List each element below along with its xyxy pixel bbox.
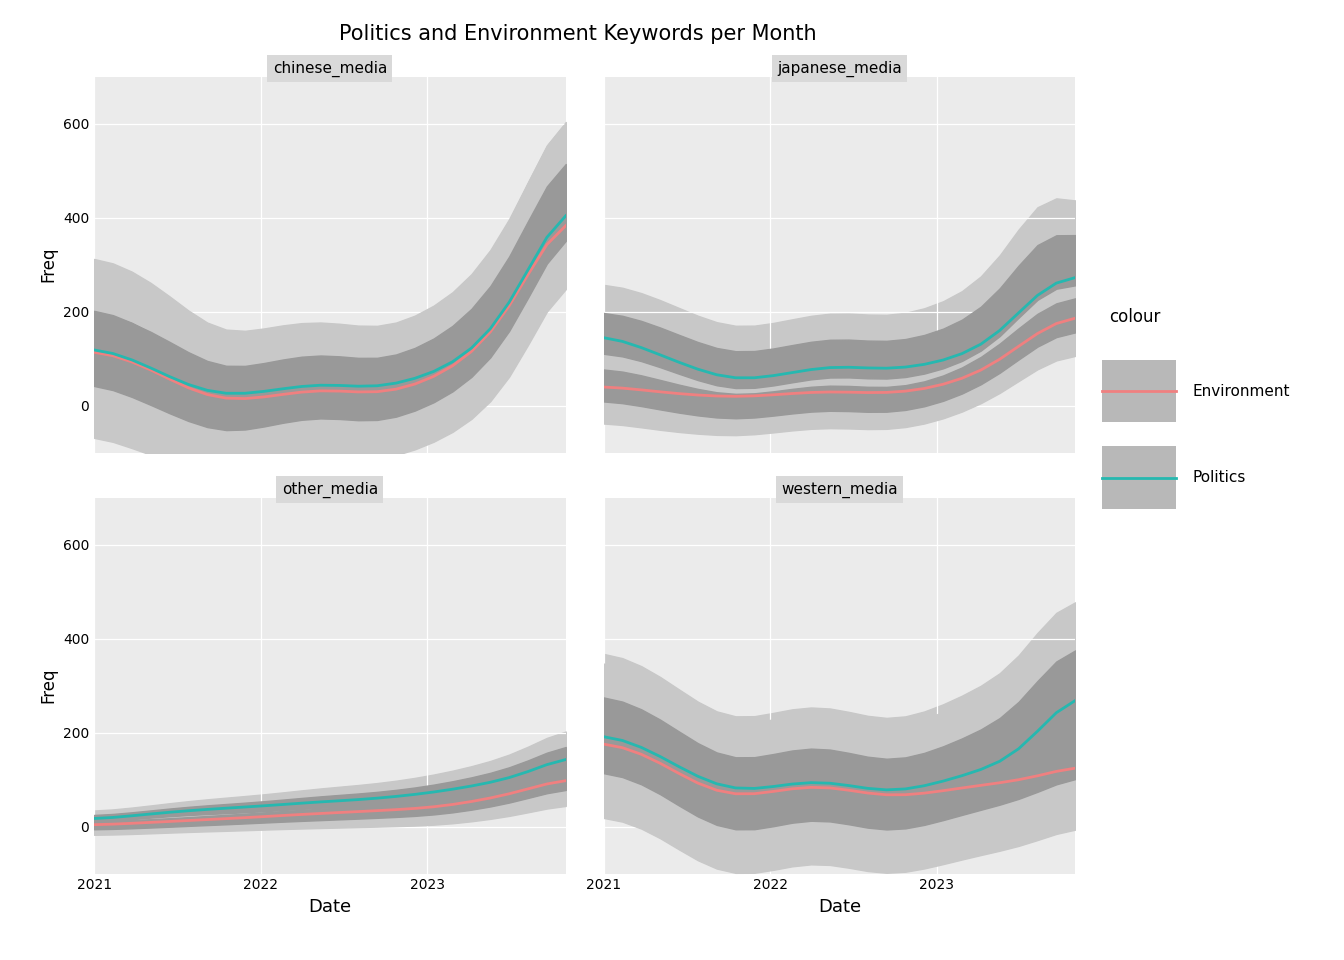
Text: colour: colour <box>1109 308 1160 326</box>
Y-axis label: Freq: Freq <box>39 668 58 704</box>
Text: Environment: Environment <box>1192 384 1290 398</box>
Y-axis label: Freq: Freq <box>39 247 58 282</box>
X-axis label: Date: Date <box>817 898 862 916</box>
Text: chinese_media: chinese_media <box>273 60 387 77</box>
Text: western_media: western_media <box>781 482 898 497</box>
Text: Politics: Politics <box>1192 470 1246 485</box>
Text: japanese_media: japanese_media <box>777 60 902 77</box>
X-axis label: Date: Date <box>308 898 352 916</box>
Text: other_media: other_media <box>282 482 378 497</box>
Text: Politics and Environment Keywords per Month: Politics and Environment Keywords per Mo… <box>339 24 817 44</box>
